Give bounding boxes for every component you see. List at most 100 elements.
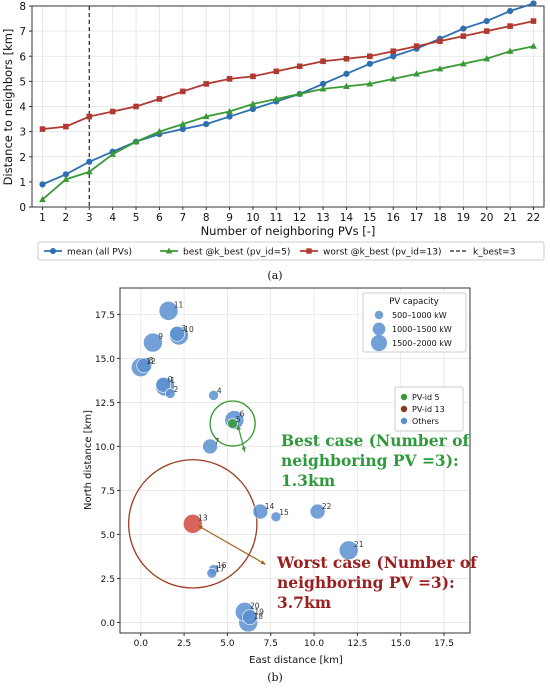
series-point-1 [530, 42, 537, 49]
line-chart-x-axis-label: Number of neighboring PVs [-] [201, 224, 376, 238]
series-point-1 [85, 168, 93, 175]
pv-id-label: 17 [215, 564, 225, 573]
series-point-2 [320, 58, 326, 65]
series-point-1 [506, 47, 514, 54]
capacity-legend-box [362, 292, 467, 353]
pv-id-label: 13 [198, 514, 208, 523]
series-point-1 [179, 120, 187, 127]
series-point-2 [413, 43, 420, 49]
capacity-legend-label: 1000–1500 kW [392, 325, 452, 334]
series-point-0 [390, 53, 397, 60]
capacity-legend-marker [372, 322, 386, 336]
pv-id-label: 5 [236, 415, 241, 424]
pv-id-label: 2 [173, 385, 178, 394]
series-point-1 [249, 100, 257, 107]
y-tick-label: 8 [19, 1, 26, 13]
series-point-2 [179, 88, 186, 95]
pv-id-label: 14 [265, 502, 275, 511]
caption-a: (a) [267, 269, 282, 282]
series-point-1 [109, 150, 117, 157]
scatter-plot-area [119, 287, 471, 634]
group-legend-label: Others [412, 417, 439, 426]
group-legend-label: PV-id 5 [412, 393, 440, 402]
y-tick-label: 7.5 [101, 487, 115, 497]
series-point-2 [437, 38, 443, 44]
scatter-y-ticks: 0.0 2.5 5.0 7.5 10.0 12.5 15.0 17.5 [95, 311, 120, 629]
legend-label: best @k_best (pv_id=5) [183, 248, 290, 258]
series-point-1 [132, 138, 140, 145]
x-tick-label: 6 [156, 212, 163, 224]
series-point-2 [460, 33, 467, 39]
pv-id-label: 7 [214, 437, 219, 446]
series-point-2 [530, 18, 537, 24]
line-chart-panel: 1 2 3 4 5 6 7 8 9 10 11 12 13 14 15 16 17 18 19 20 21 22 0123… [1, 0, 545, 282]
series-line-2 [42, 20, 534, 131]
line-chart-legend: mean (all PVs) best @k_best (pv_id=5) wors… [37, 241, 545, 261]
pv-point [208, 390, 219, 401]
pv-point [242, 609, 258, 625]
pv-id-label: 16 [217, 561, 227, 570]
series-point-0 [226, 113, 233, 120]
x-tick-label: 10 [246, 212, 259, 224]
y-tick-label: 4 [19, 102, 26, 114]
pv-point [202, 438, 218, 455]
x-tick-label: 17 [410, 212, 423, 224]
series-point-1 [459, 60, 467, 67]
y-tick-label: 6 [19, 51, 26, 63]
group-legend-marker [400, 417, 408, 425]
pv-id-label: 9 [158, 332, 163, 341]
series-point-0 [62, 171, 69, 178]
x-tick-label: 5.0 [220, 639, 235, 649]
pv-point [169, 325, 185, 342]
pv-id-label: 15 [279, 508, 289, 517]
pv-point [252, 503, 269, 520]
series-point-0 [343, 70, 350, 77]
series-point-2 [390, 48, 397, 55]
y-tick-label: 12.5 [95, 399, 115, 409]
caption-b: (b) [267, 671, 283, 684]
scatter-y-axis-label: North distance [km] [83, 410, 94, 510]
x-tick-label: 13 [316, 212, 329, 224]
group-legend-label: PV-id 13 [412, 405, 445, 414]
series-point-0 [530, 0, 537, 7]
annotation-line: neighboring PV =3): [277, 573, 455, 592]
pv-point [227, 418, 238, 429]
capacity-legend-marker [370, 334, 388, 352]
group-legend-box [394, 386, 464, 432]
x-tick-label: 11 [270, 212, 283, 224]
y-tick-label: 5 [19, 76, 26, 88]
line-chart-x-ticks: 1 2 3 4 5 6 7 8 9 10 11 12 13 14 15 16 17 18 19 20 21 22 [39, 207, 540, 224]
group-legend-marker [400, 405, 408, 413]
legend-label: k_best=3 [473, 248, 515, 258]
pv-point [309, 503, 326, 520]
annotation-line: 1.3km [281, 471, 336, 490]
scatter-x-ticks: 0.0 2.5 5.0 7.5 10.0 12.5 15.0 17.5 [134, 633, 454, 649]
series-point-1 [296, 90, 304, 97]
distance-circle-1 [128, 459, 258, 589]
capacity-legend: PV capacity 500–1000 kW 1000–1500 kW 1500–… [362, 292, 467, 353]
series-point-2 [109, 108, 116, 115]
series-point-1 [202, 112, 210, 120]
pv-point [164, 388, 176, 399]
series-point-0 [203, 120, 210, 128]
group-legend-marker [400, 393, 408, 401]
pv-id-label: 20 [250, 602, 260, 611]
legend-label: worst @k_best (pv_id=13) [323, 248, 441, 258]
pv-point [338, 540, 359, 561]
series-point-1 [226, 107, 233, 115]
legend-marker [165, 247, 173, 254]
series-point-0 [507, 7, 514, 15]
y-tick-label: 0 [19, 202, 26, 214]
annotation-line: Worst case (Number of [276, 553, 478, 572]
pv-point [270, 511, 282, 523]
distance-circles [128, 400, 258, 589]
y-tick-label: 2 [19, 152, 26, 164]
y-tick-label: 5.0 [101, 531, 116, 541]
x-tick-label: 9 [226, 212, 233, 224]
x-tick-label: 7.5 [264, 639, 278, 649]
x-tick-label: 19 [457, 212, 470, 224]
x-tick-label: 14 [340, 212, 354, 224]
